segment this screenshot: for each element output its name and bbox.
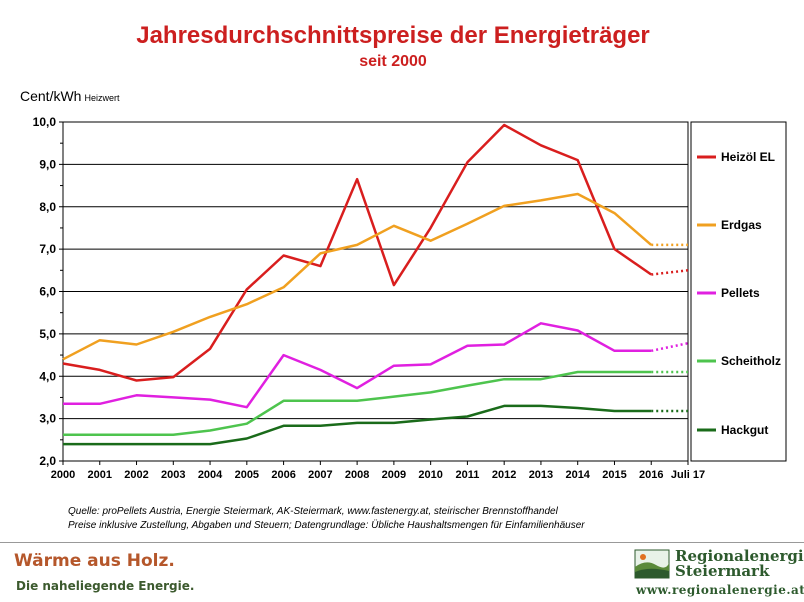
y-tick-label: 6,0 xyxy=(39,285,56,299)
footer-brand-right-line2: Steiermark xyxy=(675,562,770,580)
line-chart: 2,0 3,0 4,0 5,0 6,0 7,0 8,0 9,0 10,0 2000 2001 2002… xyxy=(33,115,787,481)
x-tick-label: 2013 xyxy=(529,469,553,481)
footer-brand-right: Regionalenergie Steiermark xyxy=(675,549,804,579)
series-line-4 xyxy=(63,404,652,446)
x-tick-label: 2011 xyxy=(455,469,479,481)
series-line-1 xyxy=(62,192,653,361)
x-tick-label: 2002 xyxy=(124,469,148,481)
series-line-2 xyxy=(63,322,652,409)
series-line-3 xyxy=(63,370,652,436)
footer-tagline: Die naheliegende Energie. xyxy=(16,579,195,593)
series-projection-0 xyxy=(651,269,689,276)
x-tick-label: 2016 xyxy=(639,469,663,481)
x-tick-label: 2014 xyxy=(565,469,590,481)
x-tick-label: Juli 17 xyxy=(671,469,705,481)
x-tick-label: 2010 xyxy=(418,469,442,481)
y-tick-label: 2,0 xyxy=(39,454,56,468)
y-axis-unit-note: Heizwert xyxy=(84,93,120,103)
y-tick-label: 9,0 xyxy=(39,157,56,171)
y-tick-label: 5,0 xyxy=(39,327,56,341)
source-line: Quelle: proPellets Austria, Energie Stei… xyxy=(68,506,558,517)
footer-url: www.regionalenergie.at xyxy=(636,583,804,597)
footer-divider xyxy=(0,542,804,543)
chart-subtitle: seit 2000 xyxy=(359,53,427,70)
y-tick-label: 3,0 xyxy=(39,412,56,426)
source-line-2: Preise inklusive Zustellung, Abgaben und… xyxy=(68,520,585,531)
x-tick-label: 2000 xyxy=(51,469,75,481)
series-line-0 xyxy=(62,123,652,382)
y-axis-label: Cent/kWh Heizwert xyxy=(20,88,119,104)
y-axis-unit: Cent/kWh xyxy=(20,88,82,104)
y-tick-label: 7,0 xyxy=(39,242,56,256)
source-note: Quelle: proPellets Austria, Energie Stei… xyxy=(68,505,585,533)
x-tick-label: 2001 xyxy=(88,469,112,481)
x-tick-label: 2007 xyxy=(308,469,332,481)
x-tick-label: 2003 xyxy=(161,469,185,481)
x-tick-label: 2005 xyxy=(235,469,259,481)
x-tick-label: 2015 xyxy=(602,469,626,481)
y-tick-label: 10,0 xyxy=(33,115,57,129)
footer-brand-right-line1: Regionalenergie xyxy=(675,547,804,565)
legend-label: Pellets xyxy=(721,286,760,300)
x-tick-label: 2008 xyxy=(345,469,369,481)
footer-brand-left: Wärme aus Holz. xyxy=(14,551,175,571)
x-tick-label: 2006 xyxy=(271,469,295,481)
y-tick-label: 8,0 xyxy=(39,200,56,214)
series-projection-2 xyxy=(650,341,689,353)
x-tick-label: 2009 xyxy=(382,469,406,481)
legend-label: Scheitholz xyxy=(721,354,781,368)
x-tick-label: 2004 xyxy=(198,469,223,481)
legend-label: Heizöl EL xyxy=(721,150,775,164)
chart-title: Jahresdurchschnittspreise der Energieträ… xyxy=(136,22,650,49)
y-tick-label: 4,0 xyxy=(39,369,56,383)
legend-label: Erdgas xyxy=(721,218,762,232)
legend-label: Hackgut xyxy=(721,423,768,437)
x-tick-label: 2012 xyxy=(492,469,516,481)
regionalenergie-logo-icon xyxy=(634,549,670,579)
legend-frame xyxy=(690,121,787,462)
